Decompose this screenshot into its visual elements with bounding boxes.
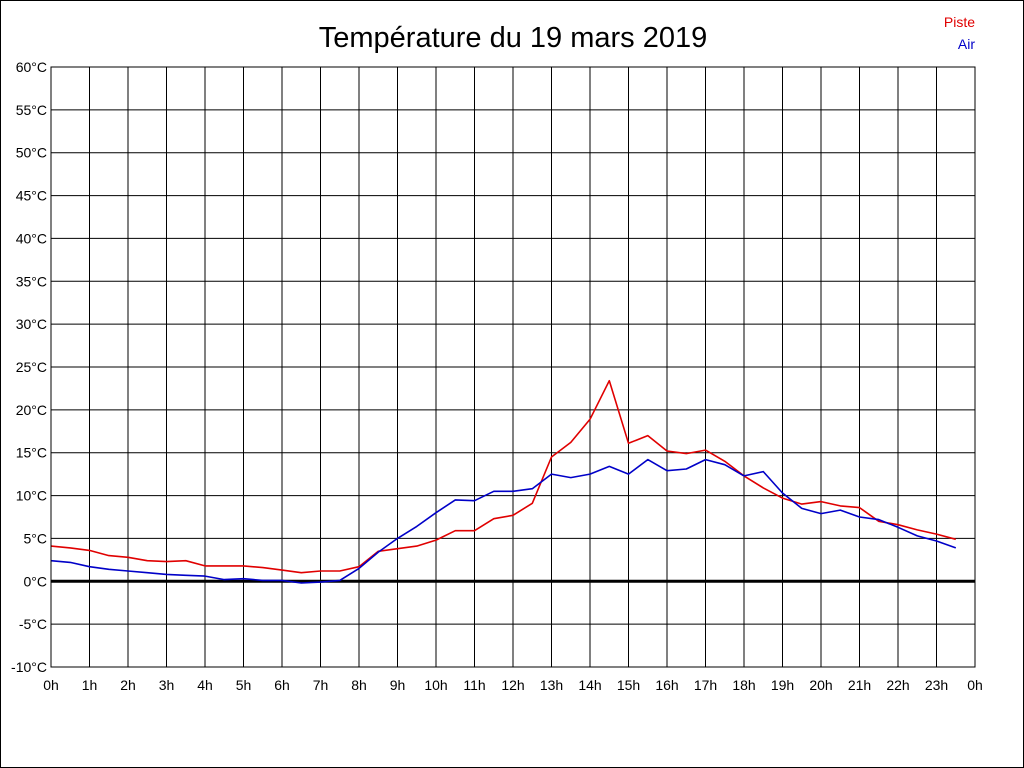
x-tick-label: 16h bbox=[655, 677, 678, 693]
x-tick-label: 12h bbox=[501, 677, 524, 693]
x-tick-label: 17h bbox=[694, 677, 717, 693]
x-tick-label: 9h bbox=[390, 677, 406, 693]
x-tick-label: 13h bbox=[540, 677, 563, 693]
x-tick-label: 7h bbox=[313, 677, 329, 693]
x-tick-label: 20h bbox=[809, 677, 832, 693]
y-tick-label: 25°C bbox=[16, 359, 47, 375]
chart-title: Température du 19 mars 2019 bbox=[319, 22, 708, 54]
x-tick-label: 11h bbox=[463, 677, 485, 693]
legend-entry-air: Air bbox=[958, 36, 975, 52]
x-tick-label: 10h bbox=[424, 677, 447, 693]
y-tick-label: 40°C bbox=[16, 230, 47, 246]
legend: Piste Air bbox=[944, 14, 975, 52]
x-tick-label: 14h bbox=[578, 677, 601, 693]
x-tick-label: 0h bbox=[967, 677, 983, 693]
x-tick-label: 4h bbox=[197, 677, 213, 693]
x-tick-label: 23h bbox=[925, 677, 948, 693]
x-tick-label: 3h bbox=[159, 677, 175, 693]
x-tick-label: 15h bbox=[617, 677, 640, 693]
x-tick-label: 2h bbox=[120, 677, 136, 693]
x-axis-ticks: 0h 1h 2h 3h 4h 5h 6h 7h 8h 9h 10h 11h 12h 13h 14h 15h 16… bbox=[43, 677, 983, 693]
x-tick-label: 18h bbox=[732, 677, 755, 693]
x-tick-label: 21h bbox=[848, 677, 871, 693]
series-lines bbox=[50, 379, 957, 584]
x-tick-label: 19h bbox=[771, 677, 794, 693]
y-tick-label: -10°C bbox=[11, 659, 47, 675]
y-tick-label: 20°C bbox=[16, 402, 47, 418]
y-tick-label: 0°C bbox=[24, 573, 48, 589]
y-axis-ticks: -10°C -5°C 0°C 5°C 10°C 15°C 20°C 25°C 30°C 35°C 4… bbox=[11, 59, 47, 675]
x-tick-label: 8h bbox=[351, 677, 367, 693]
y-tick-label: 50°C bbox=[16, 145, 47, 161]
series-line-piste bbox=[50, 379, 957, 574]
x-tick-label: 22h bbox=[886, 677, 909, 693]
y-tick-label: 10°C bbox=[16, 488, 47, 504]
y-tick-label: 55°C bbox=[16, 102, 47, 118]
series-line-air bbox=[50, 458, 957, 584]
grid bbox=[50, 66, 976, 668]
y-tick-label: 60°C bbox=[16, 59, 47, 75]
x-tick-label: 5h bbox=[236, 677, 252, 693]
x-tick-label: 1h bbox=[82, 677, 98, 693]
x-tick-label: 0h bbox=[43, 677, 59, 693]
y-tick-label: 35°C bbox=[16, 273, 47, 289]
y-tick-label: 45°C bbox=[16, 188, 47, 204]
plot-border bbox=[50, 66, 976, 668]
y-tick-label: 5°C bbox=[24, 530, 48, 546]
legend-entry-piste: Piste bbox=[944, 14, 975, 30]
x-tick-label: 6h bbox=[274, 677, 290, 693]
y-tick-label: 15°C bbox=[16, 445, 47, 461]
y-tick-label: 30°C bbox=[16, 316, 47, 332]
y-tick-label: -5°C bbox=[19, 616, 47, 632]
